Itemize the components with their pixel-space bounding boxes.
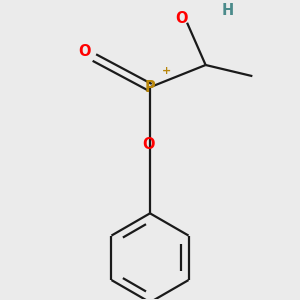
Text: O: O: [79, 44, 91, 59]
Text: O: O: [175, 11, 188, 26]
Text: +: +: [162, 66, 171, 76]
Text: O: O: [142, 137, 155, 152]
Text: P: P: [145, 80, 155, 95]
Text: H: H: [222, 3, 234, 18]
